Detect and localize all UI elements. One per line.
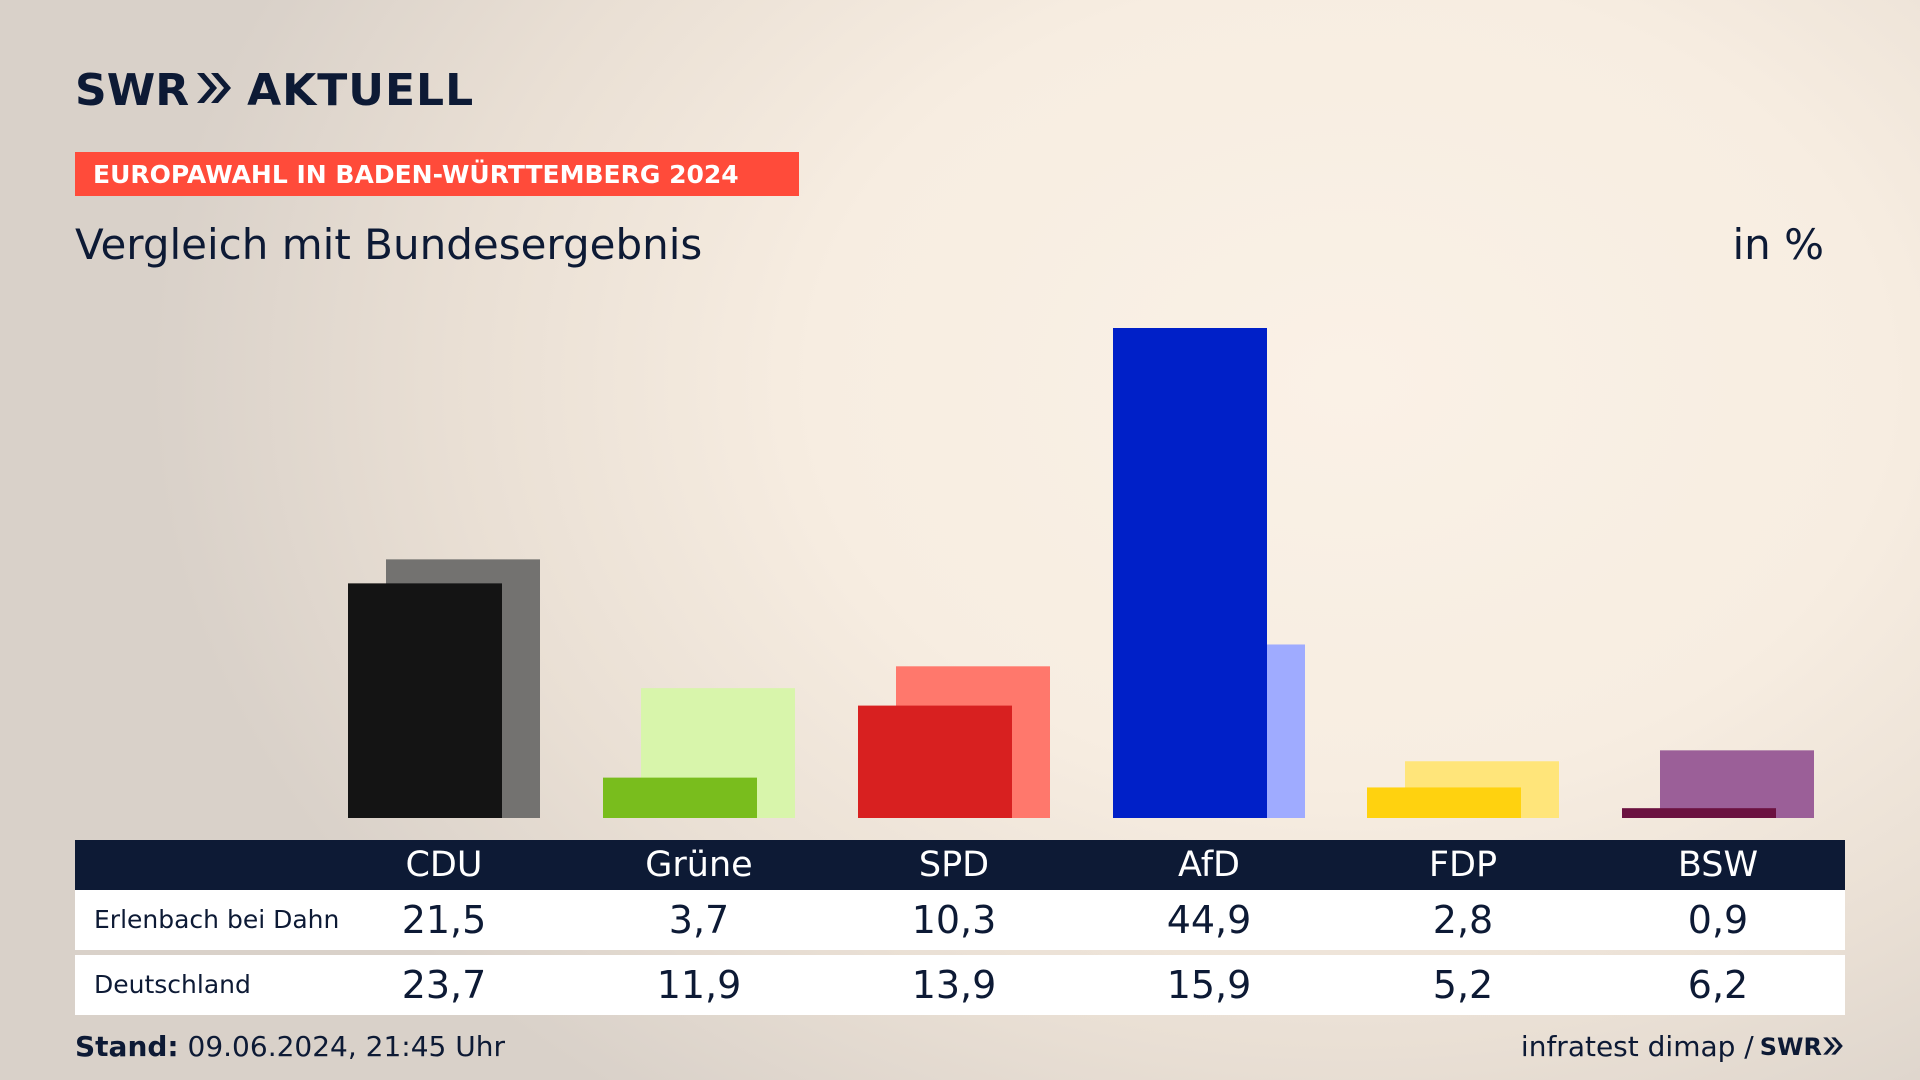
- logo-aktuell-text: AKTUELL: [247, 64, 475, 116]
- bar-gruene-local: [603, 777, 757, 818]
- bar-fdp-local: [1367, 787, 1521, 818]
- table-row: Deutschland 23,7 11,9 13,9 15,9 5,2 6,2: [75, 955, 1845, 1015]
- value-fdp-local: 2,8: [1432, 898, 1494, 942]
- results-table: CDU Grüne SPD AfD FDP BSW Erlenbach bei Dahn …: [75, 840, 1845, 1015]
- stand-label: Stand:: [75, 1030, 179, 1063]
- double-chevron-icon: [195, 65, 233, 116]
- value-fdp-national: 5,2: [1432, 963, 1494, 1007]
- stand-value: 09.06.2024, 21:45 Uhr: [187, 1030, 505, 1063]
- value-cdu-local: 21,5: [401, 898, 487, 942]
- value-gruene-local: 3,7: [668, 898, 730, 942]
- category-label-afd: AfD: [1178, 845, 1240, 885]
- value-spd-local: 10,3: [911, 898, 997, 942]
- bar-bsw-national: [1660, 750, 1814, 818]
- value-bsw-national: 6,2: [1687, 963, 1749, 1007]
- value-cdu-national: 23,7: [401, 963, 487, 1007]
- bar-afd-local: [1113, 328, 1267, 818]
- source-text: infratest dimap /: [1520, 1030, 1754, 1063]
- value-afd-local: 44,9: [1166, 898, 1252, 942]
- unit-label: in %: [1732, 220, 1824, 269]
- bar-chart: [348, 328, 1814, 818]
- value-afd-national: 15,9: [1166, 963, 1252, 1007]
- value-gruene-national: 11,9: [656, 963, 742, 1007]
- row-label: Erlenbach bei Dahn: [94, 905, 340, 934]
- table-header: CDU Grüne SPD AfD FDP BSW: [75, 840, 1845, 890]
- category-label-fdp: FDP: [1428, 845, 1498, 885]
- value-spd-national: 13,9: [911, 963, 997, 1007]
- bar-cdu-local: [348, 583, 502, 818]
- chart-subtitle: Vergleich mit Bundesergebnis: [75, 220, 703, 269]
- source-credit: infratest dimap / SWR: [1521, 1030, 1844, 1063]
- bar-spd-local: [858, 705, 1012, 818]
- category-label-spd: SPD: [918, 845, 990, 885]
- timestamp: Stand: 09.06.2024, 21:45 Uhr: [75, 1030, 505, 1063]
- small-double-chevron-icon: [1822, 1030, 1844, 1063]
- logo-swr-text: SWR: [75, 64, 190, 116]
- election-banner: EUROPAWAHL IN BADEN-WÜRTTEMBERG 2024: [75, 152, 799, 196]
- source-brand: SWR: [1759, 1032, 1822, 1061]
- category-label-gruene: Grüne: [645, 845, 753, 885]
- swr-aktuell-logo: SWR AKTUELL: [75, 64, 475, 116]
- bar-bsw-local: [1622, 808, 1776, 818]
- value-bsw-local: 0,9: [1687, 898, 1749, 942]
- table-row: Erlenbach bei Dahn 21,5 3,7 10,3 44,9 2,…: [75, 890, 1845, 950]
- row-label: Deutschland: [94, 970, 251, 999]
- category-label-bsw: BSW: [1677, 845, 1759, 885]
- category-label-cdu: CDU: [405, 845, 483, 885]
